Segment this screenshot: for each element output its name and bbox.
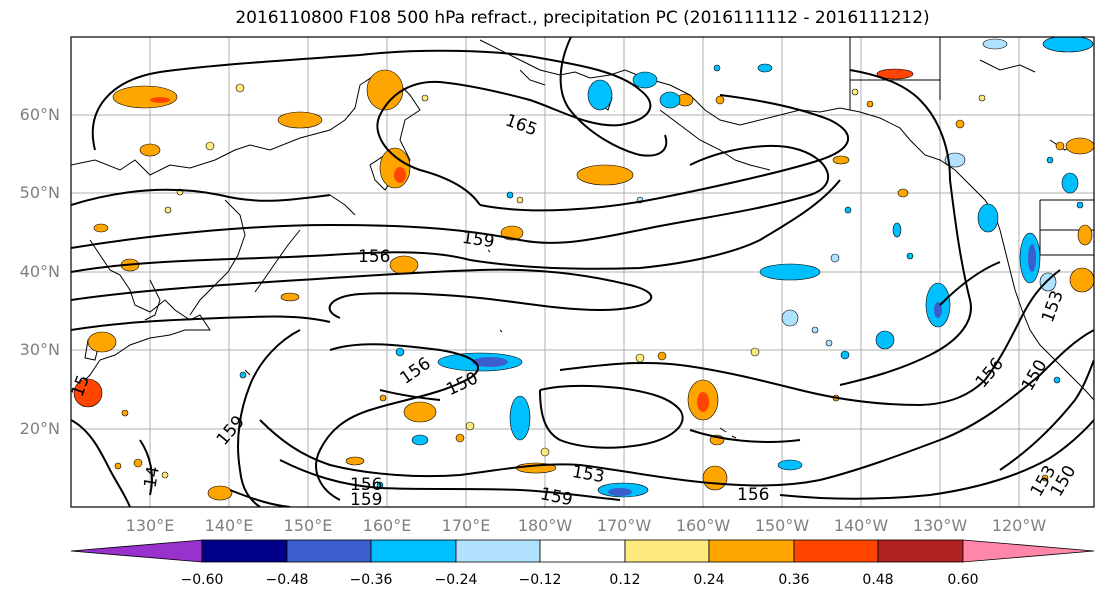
colorbar-segment xyxy=(370,539,457,563)
colorbar-tick-label: 0.24 xyxy=(693,572,725,588)
contour-label: 159 xyxy=(461,228,496,252)
lon-label: 130°W xyxy=(912,516,968,535)
colorbar-tick-label: 0.60 xyxy=(947,572,979,588)
colorbar-tick-label: 0.48 xyxy=(862,572,894,588)
lon-label: 120°W xyxy=(991,516,1047,535)
contour-label: 159 xyxy=(538,484,574,510)
colorbar-segment xyxy=(286,539,372,563)
colorbar-segment xyxy=(455,539,541,563)
map-title: 2016110800 F108 500 hPa refract., precip… xyxy=(235,8,930,28)
lon-label: 170°W xyxy=(596,516,652,535)
lon-label: 140°E xyxy=(204,516,254,535)
lon-label: 180°W xyxy=(517,516,573,535)
colorbar-segment xyxy=(201,539,288,563)
contour-lines xyxy=(71,37,1094,507)
colorbar-segment xyxy=(793,539,879,563)
lon-label: 160°E xyxy=(362,516,412,535)
colorbar-tick-label: −0.60 xyxy=(180,572,224,588)
lon-label: 130°E xyxy=(125,516,175,535)
lon-label: 150°W xyxy=(754,516,810,535)
colorbar-segment xyxy=(539,539,626,563)
colorbar-segment xyxy=(877,539,964,563)
contour-label: 159 xyxy=(350,490,382,510)
colorbar-tick-label: −0.36 xyxy=(349,572,393,588)
gridlines xyxy=(71,37,1094,507)
lat-label: 40°N xyxy=(19,262,60,281)
colorbar xyxy=(70,539,1095,563)
colorbar-segment xyxy=(624,539,710,563)
colorbar-tick-label: −0.48 xyxy=(265,572,309,588)
colorbar-tick-label: −0.12 xyxy=(518,572,562,588)
contour-label: 156 xyxy=(350,475,382,495)
colorbar-tick-label: 0.36 xyxy=(778,572,810,588)
colorbar-extend-right xyxy=(962,539,1095,563)
colorbar-extend-left xyxy=(70,539,203,563)
contour-label: 156 xyxy=(358,247,390,267)
contour-label: 14 xyxy=(141,465,164,490)
lon-label: 160°W xyxy=(675,516,731,535)
lon-label: 150°E xyxy=(283,516,333,535)
lat-label: 20°N xyxy=(19,419,60,438)
lon-label: 170°E xyxy=(441,516,491,535)
contour-label: 156 xyxy=(737,485,769,505)
colorbar-tick-label: −0.24 xyxy=(434,572,478,588)
map-frame xyxy=(70,36,1095,508)
lat-label: 50°N xyxy=(19,183,60,202)
lat-label: 60°N xyxy=(19,105,60,124)
contour-label: 15 xyxy=(68,372,94,399)
colorbar-tick-label: 0.12 xyxy=(609,572,641,588)
colorbar-segment xyxy=(708,539,795,563)
lat-label: 30°N xyxy=(19,340,60,359)
lon-label: 140°W xyxy=(833,516,889,535)
precip-shading xyxy=(73,37,1094,501)
